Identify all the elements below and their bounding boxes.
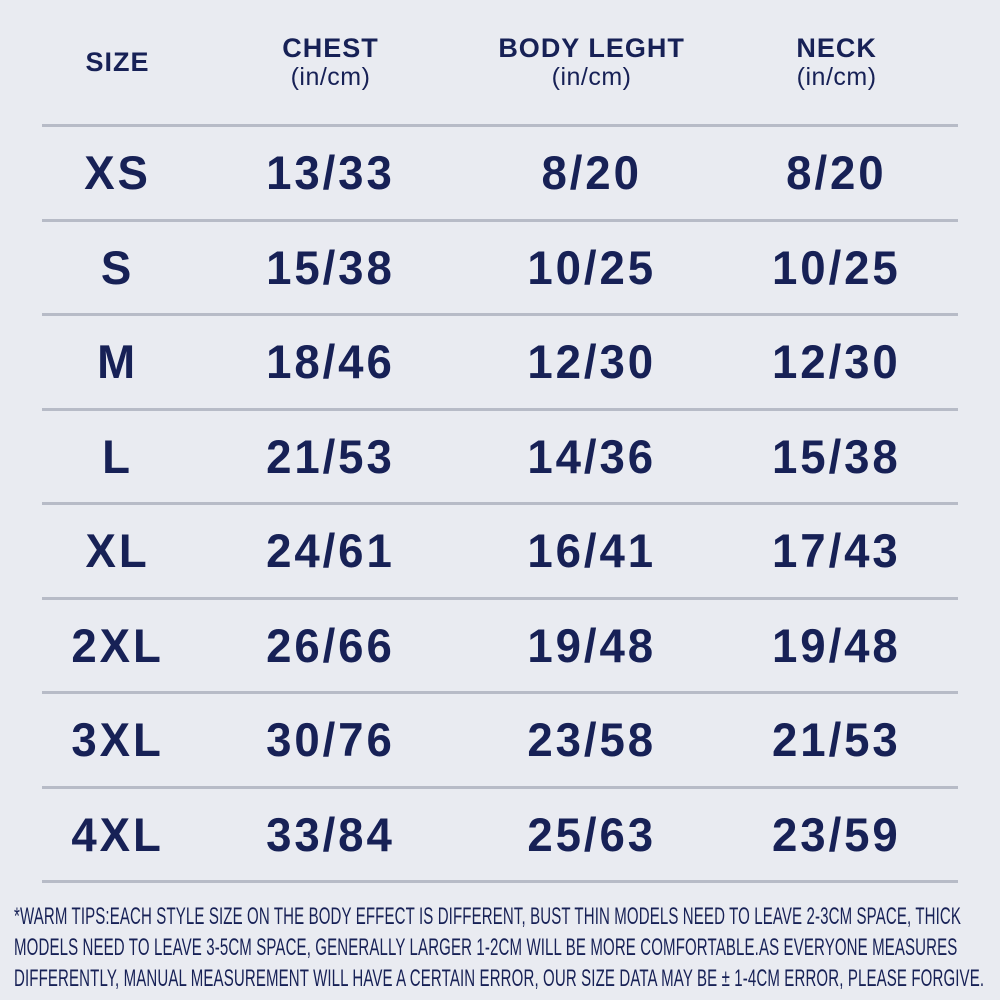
cell-size: 2XL — [71, 618, 164, 672]
cell-body-length: 25/63 — [527, 807, 656, 861]
cell-body-length: 12/30 — [527, 335, 656, 389]
table-body: XS 13/33 8/20 8/20 S 15/38 10/25 10/25 M… — [42, 124, 958, 883]
cell-neck: 12/30 — [772, 335, 901, 389]
warm-tips-line: *WARM TIPS:EACH STYLE SIZE ON THE BODY E… — [14, 903, 962, 930]
table-row: 2XL 26/66 19/48 19/48 — [42, 596, 958, 692]
cell-size: L — [102, 429, 133, 483]
table-row: L 21/53 14/36 15/38 — [42, 407, 958, 503]
cell-neck: 8/20 — [786, 146, 887, 200]
column-header-label: BODY LEGHT — [498, 33, 685, 63]
cell-neck: 15/38 — [772, 429, 901, 483]
cell-size: XS — [84, 146, 151, 200]
cell-chest: 33/84 — [266, 807, 395, 861]
cell-body-length: 8/20 — [541, 146, 642, 200]
cell-chest: 24/61 — [266, 524, 395, 578]
column-header-label: CHEST — [282, 33, 379, 63]
cell-size: 3XL — [71, 713, 164, 767]
cell-body-length: 19/48 — [527, 618, 656, 672]
column-header-size: SIZE — [42, 47, 193, 77]
cell-neck: 21/53 — [772, 713, 901, 767]
cell-size: 4XL — [71, 807, 164, 861]
table-row: 3XL 30/76 23/58 21/53 — [42, 691, 958, 786]
column-header-body-length: BODY LEGHT (in/cm) — [468, 33, 715, 91]
cell-chest: 13/33 — [266, 146, 395, 200]
column-header-label: NECK — [796, 33, 877, 63]
cell-body-length: 16/41 — [527, 524, 656, 578]
cell-chest: 15/38 — [266, 240, 395, 294]
cell-size: M — [97, 335, 139, 389]
cell-chest: 21/53 — [266, 429, 395, 483]
cell-neck: 19/48 — [772, 618, 901, 672]
column-header-chest: CHEST (in/cm) — [193, 33, 468, 91]
cell-body-length: 14/36 — [527, 429, 656, 483]
cell-neck: 10/25 — [772, 240, 901, 294]
warm-tips-line: DIFFERENTLY, MANUAL MEASUREMENT WILL HAV… — [14, 965, 985, 992]
column-header-neck: NECK (in/cm) — [715, 33, 958, 91]
warm-tips-note: *WARM TIPS:EACH STYLE SIZE ON THE BODY E… — [14, 901, 984, 994]
table-row: M 18/46 12/30 12/30 — [42, 313, 958, 408]
size-table: SIZE CHEST (in/cm) BODY LEGHT (in/cm) NE… — [42, 0, 958, 883]
warm-tips-line: MODELS NEED TO LEAVE 3-5CM SPACE, GENERA… — [14, 934, 958, 961]
cell-neck: 17/43 — [772, 524, 901, 578]
table-row: XS 13/33 8/20 8/20 — [42, 124, 958, 219]
cell-chest: 30/76 — [266, 713, 395, 767]
cell-chest: 26/66 — [266, 618, 395, 672]
column-header-label: SIZE — [85, 47, 150, 77]
cell-body-length: 23/58 — [527, 713, 656, 767]
cell-body-length: 10/25 — [527, 240, 656, 294]
column-header-unit: (in/cm) — [551, 63, 632, 91]
cell-size: XL — [85, 524, 150, 578]
table-header-row: SIZE CHEST (in/cm) BODY LEGHT (in/cm) NE… — [42, 0, 958, 124]
table-row: 4XL 33/84 25/63 23/59 — [42, 785, 958, 881]
cell-size: S — [100, 240, 135, 294]
column-header-unit: (in/cm) — [796, 63, 877, 91]
table-row: S 15/38 10/25 10/25 — [42, 218, 958, 314]
table-row: XL 24/61 16/41 17/43 — [42, 502, 958, 597]
cell-chest: 18/46 — [266, 335, 395, 389]
column-header-unit: (in/cm) — [290, 63, 371, 91]
cell-neck: 23/59 — [772, 807, 901, 861]
